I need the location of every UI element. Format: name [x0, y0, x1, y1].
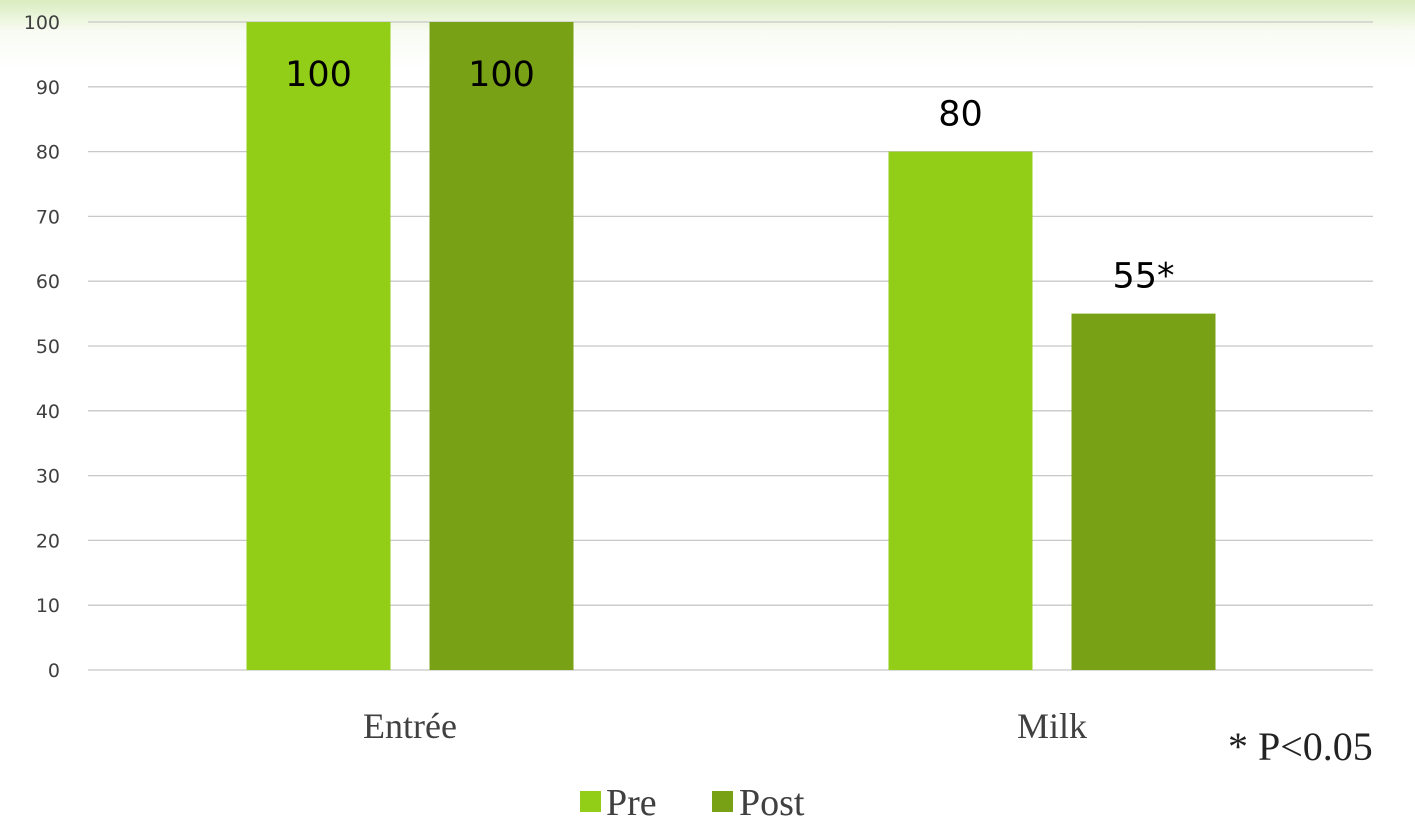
legend-label-pre: Pre: [606, 782, 657, 820]
y-tick-label: 0: [48, 660, 60, 682]
data-label: 100: [285, 55, 352, 95]
y-tick-label: 70: [36, 206, 60, 228]
bar-post-0: [429, 22, 574, 670]
top-gradient-band: [0, 0, 1415, 70]
data-label: 55*: [1112, 257, 1174, 297]
legend-swatch-pre: [580, 791, 601, 812]
y-tick-label: 50: [36, 336, 60, 358]
category-label: Milk: [1017, 706, 1087, 746]
legend-swatch-post: [712, 791, 733, 812]
bar-post-1: [1071, 313, 1216, 670]
category-label: Entrée: [363, 706, 457, 746]
y-tick-label: 30: [36, 466, 60, 488]
data-label: 80: [938, 95, 983, 135]
bars: [246, 22, 1216, 671]
y-tick-label: 80: [36, 142, 60, 164]
bar-pre-0: [246, 22, 391, 670]
y-tick-label: 10: [36, 595, 60, 617]
legend: Pre Post: [580, 782, 805, 820]
y-tick-label: 40: [36, 401, 60, 423]
x-axis-categories: Entrée Milk: [363, 706, 1087, 746]
data-label: 100: [468, 55, 535, 95]
legend-label-post: Post: [739, 782, 805, 820]
data-labels: 100 100 80 55*: [285, 55, 1174, 297]
y-axis-ticks: 0 10 20 30 40 50 60 70 80 90 100: [24, 12, 60, 682]
significance-footnote: * P<0.05: [1228, 724, 1373, 769]
y-tick-label: 100: [24, 12, 60, 34]
y-tick-label: 90: [36, 77, 60, 99]
y-tick-label: 60: [36, 271, 60, 293]
bar-pre-1: [888, 151, 1033, 671]
y-tick-label: 20: [36, 530, 60, 552]
